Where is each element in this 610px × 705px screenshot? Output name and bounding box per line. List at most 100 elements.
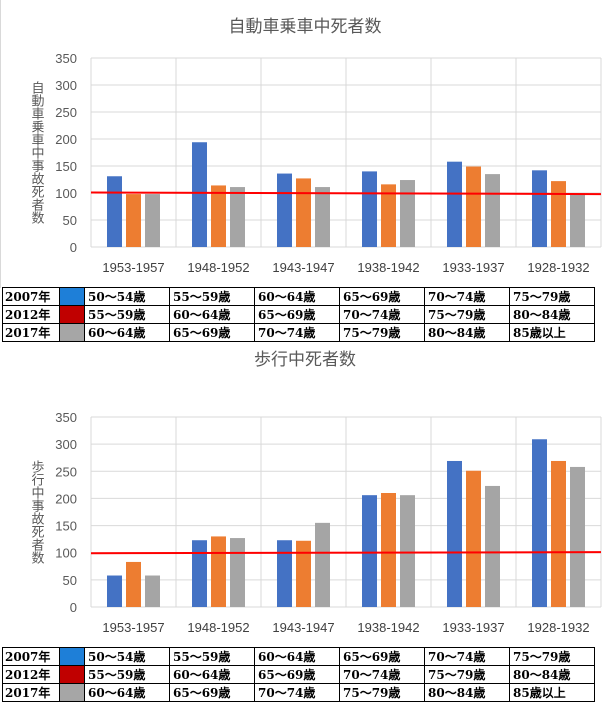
legend-age-range: 80～84歳 bbox=[509, 665, 595, 684]
y-tick-label: 0 bbox=[70, 240, 77, 255]
y-tick-label: 350 bbox=[55, 410, 77, 425]
bar-2007年-1943-1947 bbox=[277, 540, 292, 607]
legend-row: 2017年 60～64歳 65～69歳 70～74歳 75～79歳 80～84歳 85歳以上 bbox=[2, 323, 595, 342]
legend-age-range: 75～79歳 bbox=[509, 287, 595, 306]
legend-age-range: 60～64歳 bbox=[169, 305, 255, 324]
bar-2017年-1928-1932 bbox=[570, 466, 585, 607]
legend-age-range: 60～64歳 bbox=[169, 665, 255, 684]
bar-2017年-1948-1952 bbox=[230, 538, 245, 607]
chart-title: 歩行中死者数 bbox=[254, 350, 356, 370]
bar-2007年-1953-1957 bbox=[107, 176, 122, 247]
legend-age-range: 50～54歳 bbox=[84, 647, 170, 666]
bar-2012年-1943-1947 bbox=[296, 178, 311, 247]
legend-age-range: 75～79歳 bbox=[509, 647, 595, 666]
y-tick-label: 150 bbox=[55, 519, 77, 534]
legend-age-range: 65～69歳 bbox=[339, 647, 425, 666]
bar-2017年-1938-1942 bbox=[400, 495, 415, 607]
bar-2012年-1938-1942 bbox=[381, 184, 396, 247]
y-axis-label: 自動車乗車中事故死者数 bbox=[29, 81, 45, 224]
y-tick-label: 300 bbox=[55, 437, 77, 452]
legend-age-range: 65～69歳 bbox=[254, 665, 340, 684]
legend-year: 2007年 bbox=[2, 287, 60, 306]
panel-border bbox=[0, 0, 1, 288]
legend-year: 2017年 bbox=[2, 323, 60, 342]
x-tick-label: 1943-1947 bbox=[272, 260, 334, 275]
x-tick-label: 1948-1952 bbox=[187, 620, 249, 635]
bar-2017年-1943-1947 bbox=[315, 522, 330, 607]
y-axis-label: 歩行中事故死者数 bbox=[29, 460, 45, 564]
y-tick-label: 200 bbox=[55, 491, 77, 506]
legend-age-range: 55～59歳 bbox=[84, 305, 170, 324]
legend-age-range: 65～69歳 bbox=[169, 683, 255, 702]
legend-age-range: 70～74歳 bbox=[424, 287, 510, 306]
legend-age-range: 75～79歳 bbox=[339, 323, 425, 342]
y-tick-label: 150 bbox=[55, 159, 77, 174]
legend-age-range: 75～79歳 bbox=[339, 683, 425, 702]
bar-chart-bottom: 0 50 100 150 200 250 300 350 1953-1957 1948-1952 1… bbox=[29, 410, 602, 635]
legend-age-range: 70～74歳 bbox=[254, 683, 340, 702]
x-tick-label: 1943-1947 bbox=[272, 620, 334, 635]
y-tick-label: 250 bbox=[55, 464, 77, 479]
legend-age-range: 60～64歳 bbox=[84, 323, 170, 342]
bar-2007年-1928-1932 bbox=[532, 170, 547, 247]
bar-2017年-1943-1947 bbox=[315, 187, 330, 247]
bar-2007年-1948-1952 bbox=[192, 540, 207, 607]
legend-age-range: 85歳以上 bbox=[509, 683, 595, 702]
legend-year: 2017年 bbox=[2, 683, 60, 702]
legend-age-range: 50～54歳 bbox=[84, 287, 170, 306]
bar-2012年-1938-1942 bbox=[381, 493, 396, 607]
legend-age-range: 80～84歳 bbox=[424, 323, 510, 342]
bar-2007年-1933-1937 bbox=[447, 460, 462, 607]
legend-age-range: 80～84歳 bbox=[424, 683, 510, 702]
y-tick-label: 250 bbox=[55, 105, 77, 120]
legend-age-range: 55～59歳 bbox=[84, 665, 170, 684]
bar-2012年-1943-1947 bbox=[296, 540, 311, 607]
legend-row: 2007年 50～54歳 55～59歳 60～64歳 65～69歳 70～74歳 75～79… bbox=[2, 287, 595, 306]
legend-age-range: 55～59歳 bbox=[169, 647, 255, 666]
chart-title: 自動車乗車中死者数 bbox=[228, 17, 382, 37]
x-tick-label: 1938-1942 bbox=[357, 260, 419, 275]
x-tick-label: 1953-1957 bbox=[102, 260, 164, 275]
legend-age-range: 70～74歳 bbox=[339, 305, 425, 324]
bar-2017年-1938-1942 bbox=[400, 180, 415, 247]
legend-age-range: 85歳以上 bbox=[509, 323, 595, 342]
x-tick-label: 1928-1932 bbox=[527, 620, 589, 635]
legend-swatch bbox=[59, 305, 85, 324]
legend-year: 2012年 bbox=[2, 665, 60, 684]
y-tick-label: 300 bbox=[55, 78, 77, 93]
legend-year: 2007年 bbox=[2, 647, 60, 666]
legend-swatch bbox=[59, 323, 85, 342]
legend-age-range: 65～69歳 bbox=[254, 305, 340, 324]
legend-age-range: 60～64歳 bbox=[254, 647, 340, 666]
bar-2017年-1933-1937 bbox=[485, 485, 500, 607]
bar-2012年-1953-1957 bbox=[126, 561, 141, 607]
bar-chart-top: 0 50 100 150 200 250 300 350 1953-1957 1948-1952 1… bbox=[29, 51, 602, 275]
legend-swatch bbox=[59, 287, 85, 306]
bar-2007年-1938-1942 bbox=[362, 495, 377, 607]
legend-table-bottom: 2007年 50～54歳 55～59歳 60～64歳 65～69歳 70～74歳 75～79… bbox=[2, 647, 595, 702]
bar-2017年-1948-1952 bbox=[230, 187, 245, 247]
bar-2012年-1933-1937 bbox=[466, 166, 481, 247]
bar-2012年-1948-1952 bbox=[211, 185, 226, 247]
y-tick-label: 50 bbox=[63, 213, 77, 228]
legend-age-range: 65～69歳 bbox=[339, 287, 425, 306]
legend-age-range: 80～84歳 bbox=[509, 305, 595, 324]
bar-2012年-1928-1932 bbox=[551, 460, 566, 607]
legend-swatch bbox=[59, 647, 85, 666]
bar-2007年-1943-1947 bbox=[277, 173, 292, 247]
bar-2007年-1948-1952 bbox=[192, 142, 207, 247]
chart-panel-bottom: 歩行中死者数 0 50 100 150 200 250 300 350 1953-1957 194… bbox=[0, 345, 610, 645]
bar-2017年-1928-1932 bbox=[570, 193, 585, 247]
bar-2012年-1948-1952 bbox=[211, 536, 226, 607]
legend-swatch bbox=[59, 683, 85, 702]
y-tick-label: 100 bbox=[55, 546, 77, 561]
legend-age-range: 55～59歳 bbox=[169, 287, 255, 306]
bar-2007年-1928-1932 bbox=[532, 439, 547, 607]
x-tick-label: 1948-1952 bbox=[187, 260, 249, 275]
y-tick-label: 200 bbox=[55, 132, 77, 147]
bar-2012年-1928-1932 bbox=[551, 181, 566, 247]
legend-age-range: 70～74歳 bbox=[339, 665, 425, 684]
legend-age-range: 60～64歳 bbox=[254, 287, 340, 306]
bar-2007年-1953-1957 bbox=[107, 575, 122, 607]
x-tick-label: 1928-1932 bbox=[527, 260, 589, 275]
